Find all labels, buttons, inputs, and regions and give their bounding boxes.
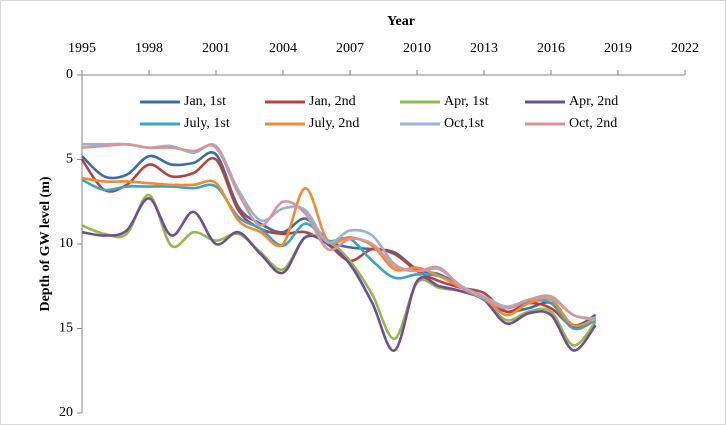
- x-tick-label: 2013: [470, 41, 498, 56]
- x-tick-label: 2022: [671, 41, 699, 56]
- x-tick-label: 2004: [269, 41, 297, 56]
- series-line: [81, 176, 597, 328]
- legend-label: July, 1st: [184, 116, 230, 131]
- series-line: [82, 142, 596, 322]
- y-tick-label: 5: [66, 152, 73, 167]
- legend-label: Jan, 2nd: [309, 94, 356, 109]
- series-line: [81, 197, 597, 352]
- y-axis-title: Depth of GW level (m): [38, 176, 53, 311]
- x-tick-label: 2001: [202, 41, 230, 56]
- x-tick-label: 2016: [537, 41, 565, 56]
- x-tick-label: 2010: [403, 41, 431, 56]
- y-tick-label: 10: [59, 236, 73, 251]
- series-line: [81, 142, 596, 320]
- x-axis-title: Year: [387, 14, 415, 29]
- y-tick-label: 20: [59, 405, 73, 420]
- legend-label: July, 2nd: [309, 116, 359, 131]
- legend-label: Apr, 1st: [444, 94, 489, 109]
- legend-label: Jan, 1st: [184, 94, 226, 109]
- legend-label: Apr, 2nd: [569, 94, 618, 109]
- x-tick-label: 2007: [336, 41, 364, 56]
- y-tick-label: 0: [66, 67, 73, 82]
- series-line: [81, 193, 597, 347]
- x-tick-label: 1998: [135, 41, 163, 56]
- legend-label: Oct,1st: [444, 116, 484, 131]
- y-tick-label: 15: [59, 321, 73, 336]
- x-tick-label: 1995: [68, 41, 96, 56]
- legend-label: Oct, 2nd: [569, 116, 617, 131]
- x-tick-label: 2019: [604, 41, 632, 56]
